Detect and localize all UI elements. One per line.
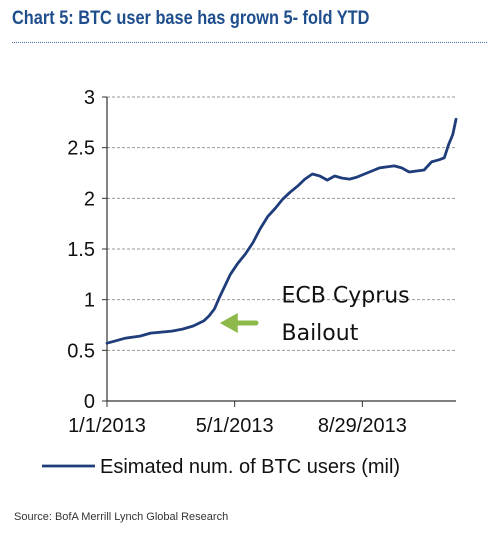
title-divider <box>12 42 487 43</box>
legend: Esimated num. of BTC users (mil) <box>42 456 400 478</box>
y-tick-label: 0.5 <box>67 340 95 362</box>
x-tick-label: 1/1/2013 <box>68 415 146 437</box>
y-tick-label: 1 <box>84 290 95 312</box>
series-layer <box>105 117 458 345</box>
axes: 0 0.5 1 1.5 2 2.5 3 1/1/2013 5/1/2013 8/29/2013 <box>67 87 456 437</box>
chart-title: Chart 5: BTC user base has grown 5- fold… <box>12 8 370 29</box>
source-note: Source: BofA Merrill Lynch Global Resear… <box>14 511 229 523</box>
annotation-label: ECB Cyprus <box>282 284 410 309</box>
y-tick-label: 0 <box>84 391 95 413</box>
arrow-head <box>219 312 238 333</box>
y-tick-label: 2 <box>84 188 95 210</box>
annotations: ECB Cyprus Bailout <box>219 284 410 346</box>
legend-label: Esimated num. of BTC users (mil) <box>100 456 400 478</box>
x-tick-label: 5/1/2013 <box>196 415 274 437</box>
y-tick-label: 2.5 <box>67 138 95 160</box>
gridlines <box>107 96 456 351</box>
series-line <box>105 117 458 345</box>
annotation-label: Bailout <box>282 321 359 346</box>
y-tick-label: 3 <box>84 87 95 109</box>
x-tick-label: 8/29/2013 <box>318 415 407 437</box>
y-tick-label: 1.5 <box>67 239 95 261</box>
